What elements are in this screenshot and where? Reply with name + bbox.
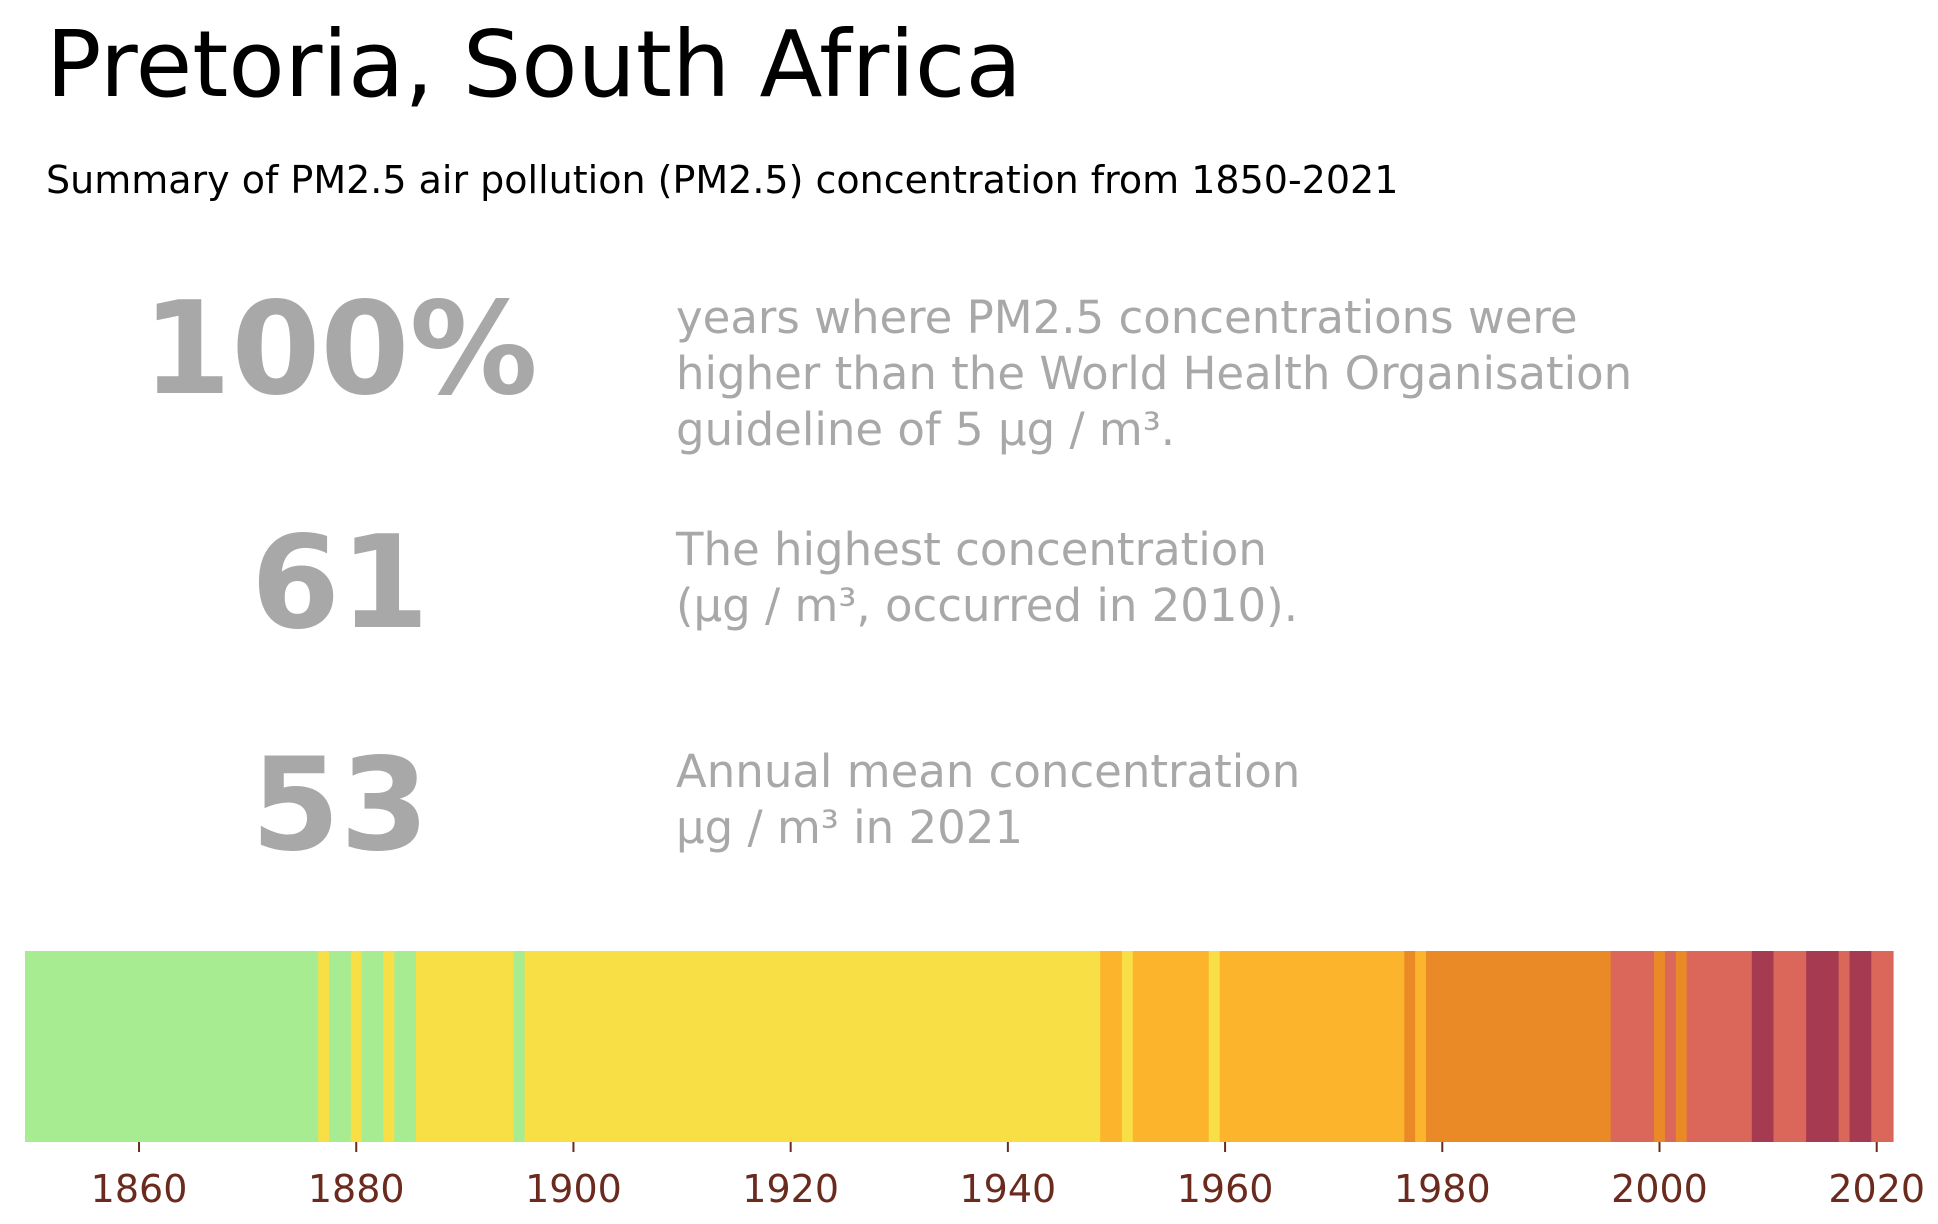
stripe-band: [394, 951, 417, 1142]
stat-percent-value: 100%: [142, 275, 538, 424]
stripe-band: [1208, 951, 1221, 1142]
x-tick-label: 1940: [960, 1167, 1057, 1211]
stripe-band: [1121, 951, 1134, 1142]
stripe-band: [1849, 951, 1872, 1142]
stripe-band: [1426, 951, 1612, 1142]
stripe-band: [1773, 951, 1807, 1142]
x-tick-label: 2020: [1828, 1167, 1925, 1211]
stripe-bands: [25, 951, 1894, 1142]
stat-mean-description: Annual mean concentration µg / m³ in 202…: [676, 744, 1300, 856]
stripe-band: [415, 951, 515, 1142]
stripe-band: [1219, 951, 1405, 1142]
stat-description-line: The highest concentration: [676, 523, 1267, 576]
stat-highest-description: The highest concentration (µg / m³, occu…: [676, 522, 1298, 634]
stripe-band: [1751, 951, 1775, 1142]
stripe-band: [524, 951, 1101, 1142]
stripe-band: [1654, 951, 1666, 1142]
stripe-band: [1675, 951, 1688, 1142]
stripe-band: [1871, 951, 1894, 1142]
stripe-band: [1664, 951, 1677, 1142]
stripe-band: [1610, 951, 1655, 1142]
stat-description-line: µg / m³ in 2021: [676, 801, 1023, 854]
stripe-band: [1838, 951, 1851, 1142]
stat-description-line: guideline of 5 µg / m³.: [676, 403, 1176, 456]
stat-description-line: (µg / m³, occurred in 2010).: [676, 579, 1299, 632]
x-tick-label: 1960: [1177, 1167, 1274, 1211]
stripe-band: [1100, 951, 1123, 1142]
stripe-band: [1132, 951, 1210, 1142]
x-tick-label: 1860: [91, 1167, 188, 1211]
stat-description-line: higher than the World Health Organisatio…: [676, 347, 1633, 400]
stripe-band: [1806, 951, 1840, 1142]
stripe-band: [1686, 951, 1753, 1142]
stripe-band: [25, 951, 319, 1142]
x-tick-label: 2000: [1611, 1167, 1708, 1211]
x-tick-label: 1920: [742, 1167, 839, 1211]
stat-mean-value: 53: [250, 731, 430, 880]
stripe-band: [1404, 951, 1416, 1142]
stripe-band: [361, 951, 384, 1142]
stripe-band: [329, 951, 352, 1142]
stripe-band: [383, 951, 395, 1142]
page-title: Pretoria, South Africa: [46, 11, 1022, 118]
stripe-band: [318, 951, 330, 1142]
stripe-band: [350, 951, 363, 1142]
stripe-band: [1415, 951, 1427, 1142]
x-axis-ticks: 1860 1880 1900 1920 1940 1960 1980 2000 2020: [91, 1142, 1925, 1211]
stat-percent-description: years where PM2.5 concentrations were hi…: [676, 290, 1632, 458]
stat-highest-value: 61: [250, 509, 430, 658]
stat-description-line: years where PM2.5 concentrations were: [676, 291, 1578, 344]
x-tick-label: 1880: [308, 1167, 405, 1211]
x-tick-label: 1900: [525, 1167, 622, 1211]
stat-description-line: Annual mean concentration: [676, 745, 1301, 798]
page-subtitle: Summary of PM2.5 air pollution (PM2.5) c…: [46, 158, 1399, 202]
x-tick-label: 1980: [1394, 1167, 1491, 1211]
stripe-band: [513, 951, 526, 1142]
